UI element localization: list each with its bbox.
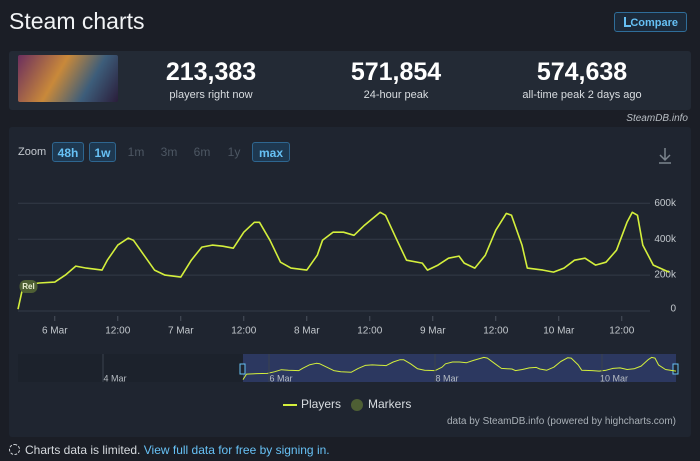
y-tick-label: 400k bbox=[654, 234, 677, 245]
zoom-button[interactable]: 3m bbox=[160, 145, 178, 159]
compare-button[interactable]: Compare bbox=[614, 12, 687, 32]
y-tick-label: 200k bbox=[654, 270, 677, 281]
navigator-handle[interactable] bbox=[672, 363, 679, 375]
x-tick-label: 12:00 bbox=[105, 326, 130, 337]
stats-panel bbox=[9, 51, 691, 110]
zoom-label: Zoom bbox=[18, 146, 47, 158]
stat: 574,638 all-time peak 2 days ago bbox=[492, 58, 672, 101]
x-tick-label: 9 Mar bbox=[420, 326, 446, 337]
stat-value: 213,383 bbox=[165, 58, 257, 86]
stat: 571,854 24-hour peak bbox=[306, 58, 486, 101]
x-tick-label: 12:00 bbox=[357, 326, 382, 337]
sign-in-link[interactable]: View full data for free by signing in. bbox=[143, 443, 330, 457]
x-tick-label: 10 Mar bbox=[543, 326, 575, 337]
stat: 213,383 players right now bbox=[121, 58, 301, 101]
zoom-button[interactable]: 1m bbox=[127, 145, 145, 159]
marker bbox=[19, 280, 38, 293]
legend-swatch bbox=[351, 399, 363, 411]
x-tick-label: 8 Mar bbox=[294, 326, 320, 337]
stat-label: players right now bbox=[169, 89, 253, 101]
notice-icon bbox=[9, 444, 20, 455]
notice-text: Charts data is limited. bbox=[25, 443, 141, 457]
zoom-button[interactable]: 6m bbox=[193, 145, 211, 159]
y-tick-label: 0 bbox=[670, 304, 676, 315]
page-title: Steam charts bbox=[9, 8, 145, 34]
zoom-button[interactable]: 1y bbox=[227, 145, 241, 159]
download-icon[interactable] bbox=[659, 148, 671, 164]
navigator-label: 4 Mar bbox=[103, 373, 126, 383]
notice: Charts data is limited. View full data f… bbox=[9, 443, 330, 457]
navigator-label: 10 Mar bbox=[600, 373, 628, 383]
navigator-line bbox=[242, 356, 677, 380]
legend-label: Players bbox=[301, 397, 341, 411]
navigator-label: 6 Mar bbox=[269, 373, 292, 383]
zoom-button[interactable]: 48h bbox=[52, 142, 84, 162]
stat-value: 571,854 bbox=[350, 58, 442, 86]
x-tick-label: 7 Mar bbox=[168, 326, 194, 337]
source: data by SteamDB.info (powered by highcha… bbox=[447, 416, 676, 427]
navigator-handle[interactable] bbox=[239, 363, 246, 375]
stat-value: 574,638 bbox=[536, 58, 628, 86]
y-tick-label: 600k bbox=[654, 198, 677, 209]
game-image bbox=[18, 55, 118, 102]
credit: SteamDB.info bbox=[626, 113, 688, 124]
x-tick-label: 12:00 bbox=[609, 326, 634, 337]
x-tick-label: 6 Mar bbox=[42, 326, 68, 337]
download-glyph bbox=[659, 148, 671, 164]
navigator-label: 8 Mar bbox=[435, 373, 458, 383]
x-tick-label: 12:00 bbox=[483, 326, 508, 337]
stat-label: 24-hour peak bbox=[363, 89, 429, 101]
series-line bbox=[17, 211, 670, 310]
navigator-selection bbox=[243, 354, 676, 382]
x-tick-label: 12:00 bbox=[231, 326, 256, 337]
marker-label: Rel bbox=[22, 282, 34, 291]
chart-panel bbox=[9, 127, 691, 437]
zoom-button[interactable]: 1w bbox=[89, 142, 116, 162]
stat-label: all-time peak 2 days ago bbox=[522, 89, 642, 101]
legend-label: Markers bbox=[368, 397, 411, 411]
zoom-button[interactable]: max bbox=[252, 142, 290, 162]
